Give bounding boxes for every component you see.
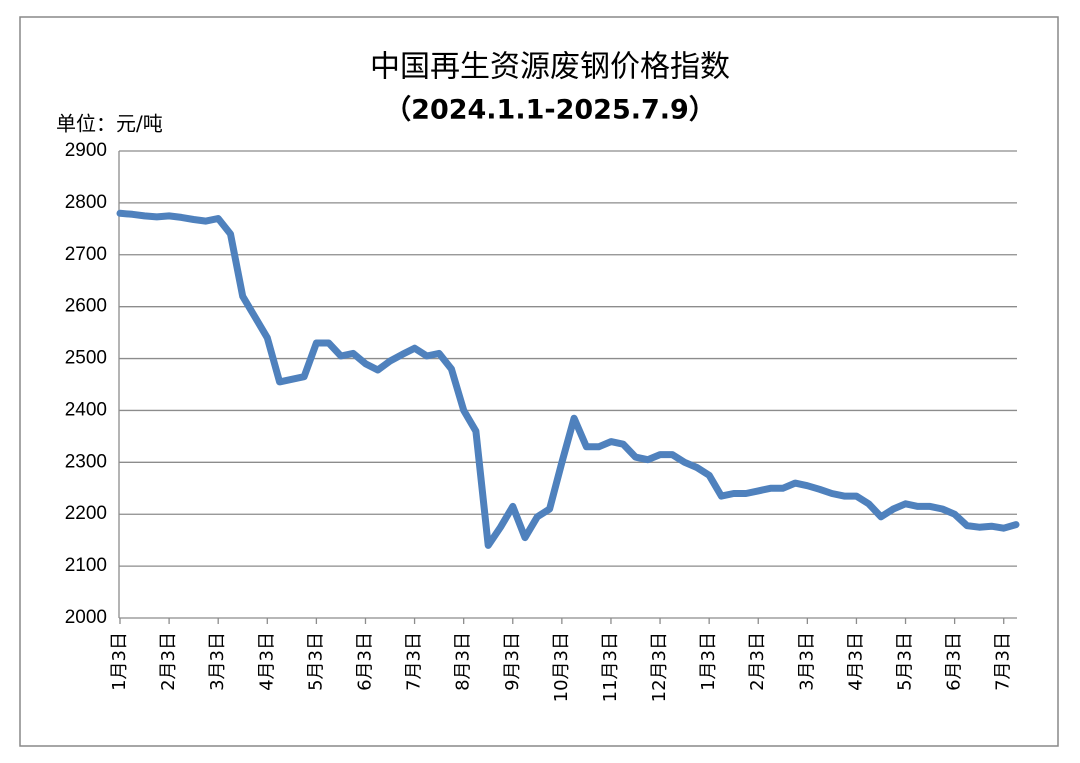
- x-tick-label: 12月3日: [649, 632, 670, 702]
- y-tick-label: 2600: [65, 296, 107, 317]
- x-tick-label: 7月3日: [993, 632, 1014, 691]
- x-tick-label: 2月3日: [158, 632, 179, 691]
- x-tick-label: 6月3日: [354, 632, 375, 691]
- x-tick-label: 3月3日: [796, 632, 817, 691]
- x-tick-label: 1月3日: [698, 632, 719, 691]
- y-axis-label: 单位：元/吨: [56, 112, 163, 136]
- x-tick-label: 8月3日: [453, 632, 474, 691]
- y-tick-label: 2500: [65, 348, 107, 369]
- x-tick-label: 4月3日: [256, 632, 277, 691]
- chart-frame: [19, 16, 1059, 747]
- x-tick-label: 9月3日: [502, 632, 523, 691]
- price-line: [116, 209, 1020, 549]
- x-tick-label: 4月3日: [845, 632, 866, 691]
- x-tick-label: 5月3日: [305, 632, 326, 691]
- y-tick-label: 2900: [65, 140, 107, 161]
- y-tick-label: 2400: [65, 399, 107, 420]
- y-tick-label: 2200: [65, 503, 107, 524]
- x-tick-label: 10月3日: [551, 632, 572, 702]
- x-tick-label: 11月3日: [600, 632, 621, 702]
- x-tick-label: 3月3日: [207, 632, 228, 691]
- x-tick-label: 2月3日: [747, 632, 768, 691]
- y-tick-label: 2100: [65, 555, 107, 576]
- chart-title: 中国再生资源废钢价格指数: [370, 50, 730, 85]
- y-tick-label: 2000: [65, 607, 107, 628]
- x-tick-label: 6月3日: [944, 632, 965, 691]
- y-tick-label: 2700: [65, 244, 107, 265]
- chart-subtitle: （2024.1.1-2025.7.9）: [384, 95, 716, 126]
- x-tick-label: 5月3日: [895, 632, 916, 691]
- x-tick-label: 7月3日: [404, 632, 425, 691]
- x-tick-label: 1月3日: [109, 632, 130, 691]
- y-tick-label: 2300: [65, 451, 107, 472]
- y-tick-label: 2800: [65, 192, 107, 213]
